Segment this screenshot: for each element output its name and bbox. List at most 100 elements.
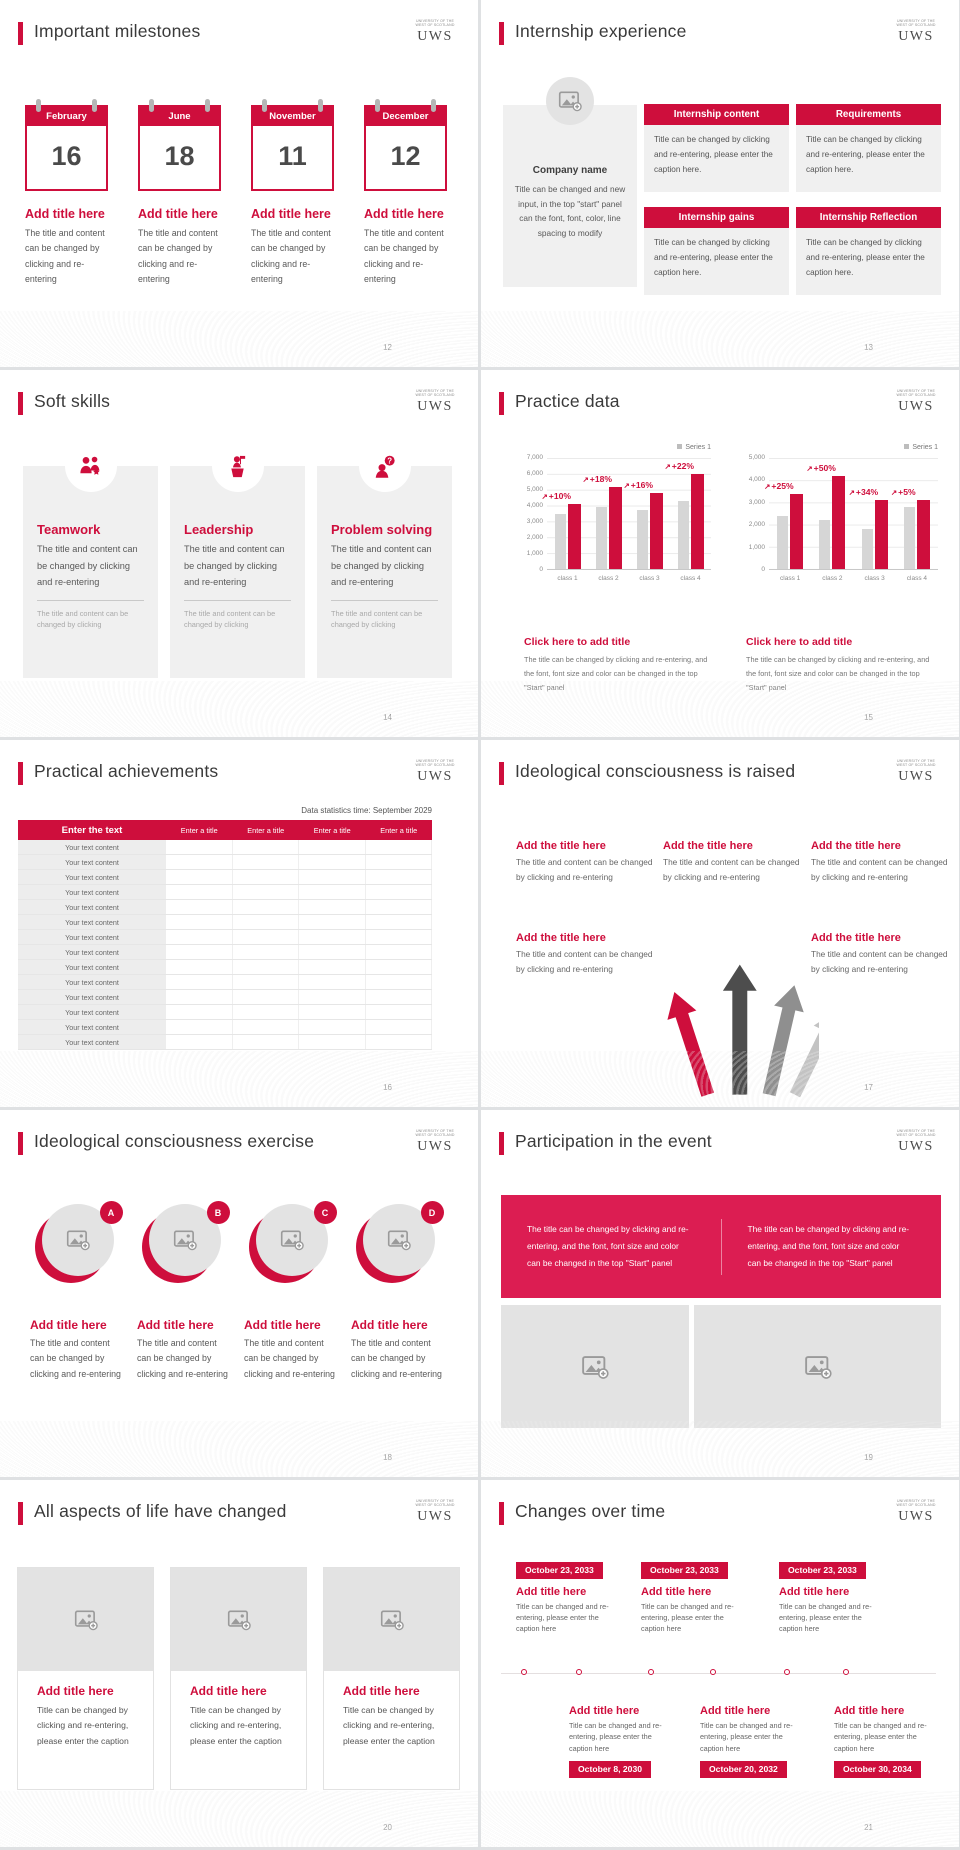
- title-block: Add the title here The title and content…: [516, 840, 658, 884]
- page-title: Soft skills: [34, 391, 111, 411]
- photo-card: Add title here Title can be changed by c…: [17, 1567, 154, 1790]
- image-placeholder: C: [248, 1201, 337, 1283]
- table-cell-empty: [299, 930, 366, 944]
- bar-chart-left: Series 1 7,000 6,000 5,000 4,000 3,000 2,000 1…: [521, 444, 711, 582]
- slide-practical-achievements[interactable]: Practical achievements UNIVERSITY OF THE…: [0, 740, 478, 1107]
- slide-soft-skills[interactable]: Soft skills UNIVERSITY OF THE WEST OF SC…: [0, 370, 478, 737]
- image-placeholder-icon: [582, 1355, 609, 1379]
- item-body: Title can be changed and re-entering, pl…: [779, 1601, 872, 1634]
- skill-card-problem-solving: ? Problem solving The title and content …: [317, 440, 452, 678]
- table-cell-empty: [233, 960, 299, 974]
- title-accent-bar: [18, 392, 23, 415]
- calendar-pin-icon: [36, 99, 41, 112]
- image-placeholder-icon: [280, 1230, 304, 1251]
- table-cell-empty: [166, 855, 233, 869]
- page-number: 13: [864, 343, 873, 352]
- bar-baseline: [903, 506, 915, 569]
- table-cell-empty: [366, 870, 432, 884]
- x-tick-label: class 2: [598, 575, 619, 582]
- table-cell-empty: [366, 915, 432, 929]
- wave-decoration: [481, 1791, 959, 1847]
- block-heading: Add the title here: [516, 932, 606, 944]
- timeline-item: October 23, 2033 Add title here Title ca…: [641, 1560, 747, 1634]
- page-number: 19: [864, 1453, 873, 1462]
- internship-box: Requirements Title can be changed by cli…: [796, 104, 941, 192]
- uws-logo: UNIVERSITY OF THE WEST OF SCOTLAND UWS: [896, 19, 936, 44]
- slide-header: Participation in the event UNIVERSITY OF…: [499, 1129, 943, 1162]
- table-cell-label: Your text content: [18, 945, 166, 959]
- uws-logo: UNIVERSITY OF THE WEST OF SCOTLAND UWS: [415, 19, 455, 44]
- uws-logo: UNIVERSITY OF THE WEST OF SCOTLAND UWS: [415, 1129, 455, 1154]
- x-tick-label: class 3: [864, 575, 885, 582]
- table-cell-empty: [233, 1005, 299, 1019]
- bar-series1: [916, 500, 930, 569]
- slide-important-milestones[interactable]: Important milestones UNIVERSITY OF THE W…: [0, 0, 478, 367]
- table-cell-empty: [299, 975, 366, 989]
- table-cell-empty: [299, 990, 366, 1004]
- date-badge: October 23, 2033: [516, 1561, 603, 1579]
- slide-header: Internship experience UNIVERSITY OF THE …: [499, 19, 943, 52]
- bar-series1: [649, 492, 663, 569]
- x-tick-label: class 4: [906, 575, 927, 582]
- slide-internship-experience[interactable]: Internship experience UNIVERSITY OF THE …: [481, 0, 959, 367]
- bar-group: ↗+22% class 4: [665, 458, 707, 582]
- item-body: The title and content can be changed by …: [138, 228, 218, 285]
- item-body: Title can be changed and re-entering, pl…: [569, 1721, 662, 1753]
- item-body: The title and content can be changed by …: [25, 228, 105, 285]
- slide-practice-data[interactable]: Practice data UNIVERSITY OF THE WEST OF …: [481, 370, 959, 737]
- page-title: Important milestones: [34, 21, 201, 41]
- page-title: Practice data: [515, 391, 620, 411]
- growth-arrow-icon: ↗: [890, 488, 898, 498]
- bar-group: ↗+34% class 3: [849, 458, 891, 582]
- exercise-item: B Add title here The title and content c…: [137, 1201, 232, 1382]
- table-cell-label: Your text content: [18, 840, 166, 854]
- item-heading: Add title here: [137, 1318, 214, 1332]
- date-badge: October 20, 2032: [700, 1760, 787, 1778]
- slide-participation-event[interactable]: Participation in the event UNIVERSITY OF…: [481, 1110, 959, 1477]
- x-tick-label: class 2: [822, 575, 843, 582]
- company-name: Company name: [532, 165, 608, 176]
- title-accent-bar: [18, 1502, 23, 1525]
- calendar-pin-icon: [262, 99, 267, 112]
- block-heading: Add the title here: [811, 932, 901, 944]
- uws-logo: UNIVERSITY OF THE WEST OF SCOTLAND UWS: [896, 759, 936, 784]
- block-heading: Add the title here: [516, 840, 606, 852]
- item-body: The title and content can be changed by …: [137, 1338, 228, 1379]
- growth-arrow-icon: ↗: [806, 463, 813, 473]
- internship-box: Internship content Title can be changed …: [644, 104, 789, 192]
- title-accent-bar: [499, 1132, 504, 1155]
- timeline-node: [521, 1669, 527, 1675]
- table-cell-empty: [233, 930, 299, 944]
- table-cell-empty: [166, 1005, 233, 1019]
- box-heading: Requirements: [796, 104, 941, 125]
- table-cell-empty: [366, 930, 432, 944]
- table-row: Your text content: [18, 855, 432, 870]
- plot-area: ↗+10% class 1 ↗+18% class 2 ↗+16% class 3 ↗+22…: [542, 458, 711, 582]
- growth-label: ↗+16%: [623, 479, 654, 490]
- image-placeholder-icon: [804, 1355, 832, 1379]
- item-body: The title and content can be changed by …: [30, 1338, 121, 1379]
- item-heading: Add title here: [251, 207, 331, 221]
- table-header-row: Enter the text Enter a title Enter a tit…: [18, 820, 432, 840]
- item-body: The title and content can be changed by …: [364, 228, 444, 285]
- date-badge: October 30, 2034: [834, 1760, 921, 1778]
- bar-baseline: [861, 529, 873, 569]
- table-row: Your text content: [18, 990, 432, 1005]
- slide-changes-over-time[interactable]: Changes over time UNIVERSITY OF THE WEST…: [481, 1480, 959, 1847]
- image-placeholder: [546, 77, 594, 125]
- bar-group: ↗+25% class 1: [764, 458, 806, 582]
- slide-consciousness-exercise[interactable]: Ideological consciousness exercise UNIVE…: [0, 1110, 478, 1477]
- caption-body: The title can be changed by clicking and…: [524, 655, 708, 693]
- calendar-pin-icon: [318, 99, 323, 112]
- block-heading: Add the title here: [811, 840, 901, 852]
- chart-legend: Series 1: [521, 444, 711, 456]
- growth-label: ↗+18%: [582, 473, 613, 484]
- slide-life-changed[interactable]: All aspects of life have changed UNIVERS…: [0, 1480, 478, 1847]
- table-cell-empty: [366, 960, 432, 974]
- title-block: Add the title here The title and content…: [811, 840, 953, 884]
- page-title: Ideological consciousness exercise: [34, 1131, 315, 1151]
- image-placeholder: [171, 1568, 306, 1671]
- uws-logo: UNIVERSITY OF THE WEST OF SCOTLAND UWS: [896, 389, 936, 414]
- slide-consciousness-raised[interactable]: Ideological consciousness is raised UNIV…: [481, 740, 959, 1107]
- slide-header: Changes over time UNIVERSITY OF THE WEST…: [499, 1499, 943, 1532]
